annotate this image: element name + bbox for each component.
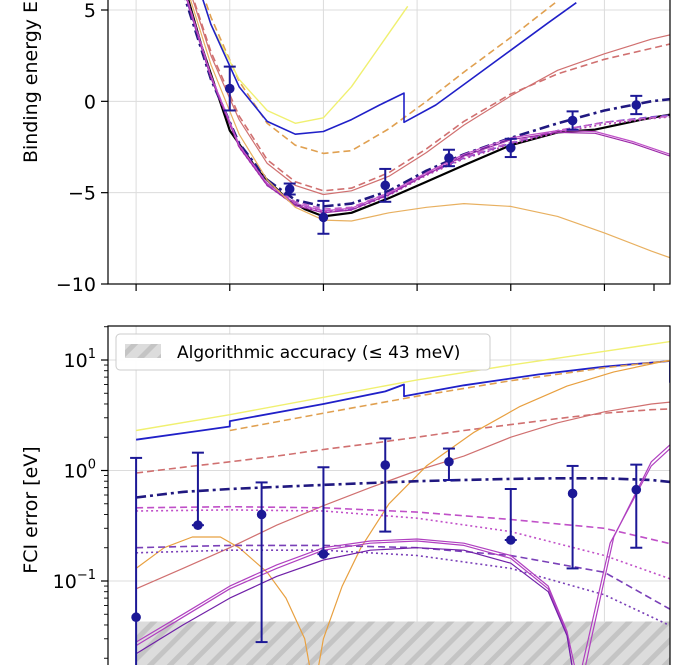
top-series-line (202, 0, 577, 135)
bottom-y-ticks: 101 100 10−1 (53, 326, 108, 659)
top-x-ticks (135, 284, 655, 291)
top-series-line (189, 0, 670, 259)
bottom-y-tick-label: 100 (64, 458, 96, 483)
top-data-point (631, 100, 642, 110)
bottom-data-point (380, 460, 391, 470)
top-data-point (284, 184, 295, 194)
bottom-series-line (136, 509, 670, 580)
bottom-data-point (256, 509, 267, 520)
bottom-data-point (131, 612, 141, 623)
top-y-tick-label: −5 (68, 183, 96, 205)
top-series-line (192, 0, 670, 196)
top-series-line (192, 0, 670, 192)
top-series-line (186, 0, 670, 214)
bottom-series-line (136, 505, 670, 545)
bottom-series-line (135, 401, 670, 590)
bottom-series-line (136, 549, 670, 627)
legend-label: Algorithmic accuracy (≤ 43 meV) (177, 343, 460, 363)
bottom-data-point (567, 488, 578, 499)
bottom-series-line (135, 547, 573, 665)
top-data-point (567, 115, 578, 126)
top-panel: 5 0 −5 −10 Binding energy E (20, 0, 671, 296)
accuracy-band (136, 621, 670, 665)
bottom-series-line (135, 444, 670, 665)
legend: Algorithmic accuracy (≤ 43 meV) (115, 333, 491, 371)
legend-hatch-swatch (125, 344, 161, 358)
top-data-point (224, 83, 235, 94)
bottom-data-points (130, 437, 643, 665)
top-data-points (223, 65, 643, 235)
bottom-y-tick-label: 10−1 (53, 568, 96, 593)
bottom-series-line (135, 477, 670, 499)
bottom-data-point (505, 535, 516, 545)
bottom-series-line (136, 408, 670, 474)
top-series-line (204, 0, 559, 155)
bottom-y-axis-label: FCI error [eV] (20, 446, 42, 573)
bottom-plot-area (108, 326, 670, 665)
top-y-axis-label: Binding energy E (20, 1, 42, 163)
bottom-data-point (444, 456, 454, 467)
bottom-series-line (229, 359, 670, 432)
top-series-line (202, 0, 409, 124)
top-series-line (186, 0, 670, 212)
top-data-point (444, 153, 454, 163)
top-data-point (380, 180, 391, 191)
top-axes-frame (107, 0, 671, 285)
bottom-series (135, 340, 670, 665)
top-data-point (505, 143, 516, 153)
top-plot-area (108, 0, 670, 284)
bottom-data-point (193, 520, 203, 530)
top-data-point (318, 212, 329, 223)
bottom-data-point (318, 549, 329, 559)
top-y-tick-label: 5 (84, 0, 96, 22)
bottom-axes-frame (107, 325, 671, 665)
legend-box (115, 333, 491, 371)
bottom-series-line (135, 359, 670, 665)
bottom-data-point (631, 484, 642, 495)
bottom-series-line (135, 447, 670, 665)
top-y-ticks: 5 0 −5 −10 (56, 0, 108, 296)
bottom-series-line (135, 340, 670, 432)
top-y-tick-label: −10 (56, 274, 96, 296)
bottom-y-tick-label: 101 (64, 347, 96, 372)
top-y-tick-label: 0 (84, 91, 96, 113)
bottom-panel: 101 100 10−1 Algorithmic accuracy (≤ 43 me… (20, 325, 671, 665)
